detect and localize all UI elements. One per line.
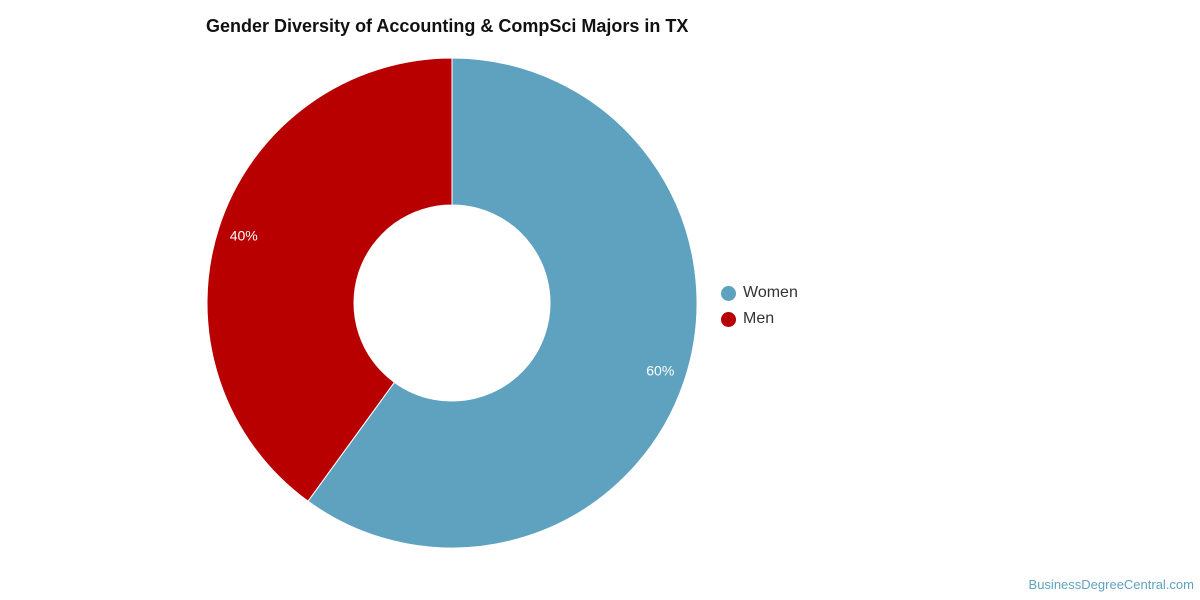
slice-label-women: 60% bbox=[646, 363, 674, 379]
slice-men bbox=[206, 57, 453, 502]
chart-legend: Women Men bbox=[721, 280, 798, 332]
chart-title: Gender Diversity of Accounting & CompSci… bbox=[206, 16, 689, 36]
legend-swatch-women bbox=[721, 285, 736, 301]
legend-label-men: Men bbox=[743, 310, 775, 327]
legend-item-men[interactable]: Men bbox=[721, 306, 798, 332]
source-credit: BusinessDegreeCentral.com bbox=[1028, 577, 1194, 592]
slice-label-men: 40% bbox=[230, 227, 258, 243]
legend-swatch-men bbox=[721, 311, 736, 327]
slice-women bbox=[307, 57, 698, 549]
legend-label-women: Women bbox=[743, 284, 798, 301]
legend-item-women[interactable]: Women bbox=[721, 280, 798, 306]
